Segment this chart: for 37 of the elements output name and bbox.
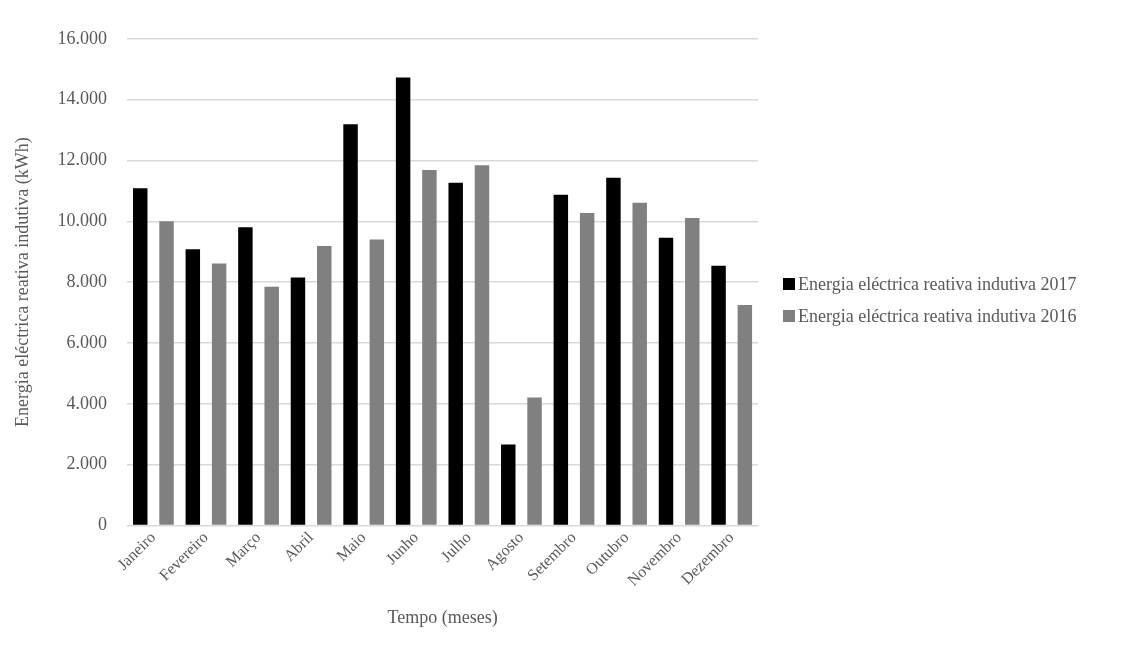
bar [606, 177, 621, 525]
bar [501, 444, 516, 525]
x-axis-title: Tempo (meses) [387, 606, 498, 628]
y-tick-label: 12.000 [57, 149, 108, 170]
y-axis-title: Energia eléctrica reativa indutiva (kWh) [11, 137, 33, 427]
bar [211, 263, 227, 525]
bar [685, 217, 700, 525]
y-tick-label: 0 [98, 514, 108, 535]
bar [238, 227, 253, 525]
bar [527, 397, 542, 525]
y-tick-label: 2.000 [66, 453, 108, 474]
legend-label: Energia eléctrica reativa indutiva 2017 [798, 273, 1077, 295]
bar [737, 304, 753, 525]
legend-label: Energia eléctrica reativa indutiva 2016 [798, 305, 1077, 327]
bar [317, 245, 332, 525]
bar [159, 221, 174, 525]
y-tick-label: 4.000 [66, 392, 108, 413]
bar [579, 213, 595, 525]
y-tick-label: 6.000 [66, 331, 108, 352]
bar [711, 265, 726, 525]
bar [474, 165, 490, 525]
bar [290, 277, 306, 525]
bar [422, 169, 437, 525]
y-tick-label: 14.000 [57, 88, 108, 109]
bar [658, 237, 674, 525]
bar [448, 182, 463, 525]
y-tick-label: 16.000 [57, 27, 108, 48]
bar [133, 188, 148, 525]
bar [395, 77, 411, 525]
bar [343, 124, 358, 525]
bar [264, 286, 279, 525]
bar [632, 202, 647, 525]
bar [369, 239, 385, 525]
bar [553, 194, 569, 525]
y-tick-label: 10.000 [57, 210, 108, 231]
bar [185, 249, 201, 525]
y-tick-label: 8.000 [66, 270, 108, 291]
